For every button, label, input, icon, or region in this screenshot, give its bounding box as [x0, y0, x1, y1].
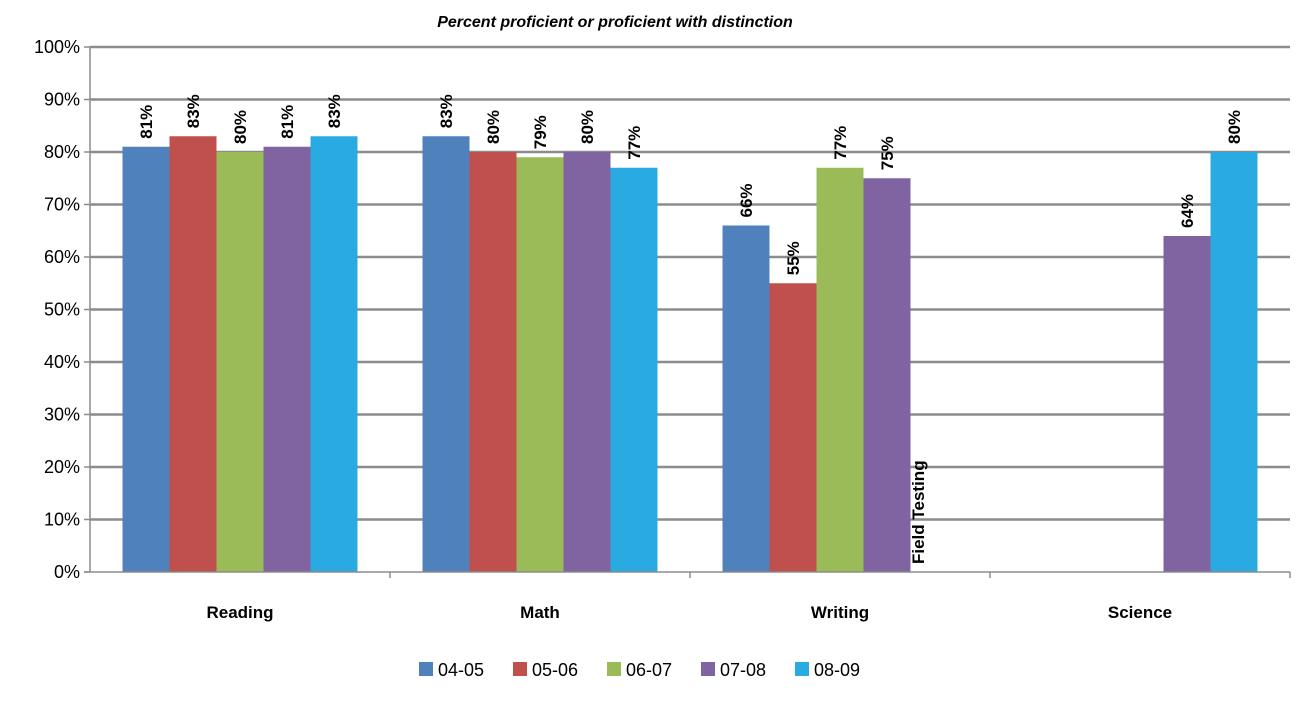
bar-writing-05-06	[769, 283, 817, 572]
annotation-field-testing: Field Testing	[909, 460, 928, 564]
y-tick-label-80: 80%	[44, 142, 80, 162]
y-tick-label-100: 100%	[34, 37, 80, 57]
category-label-writing: Writing	[811, 603, 869, 622]
bar-reading-08-09	[310, 136, 358, 572]
data-label-reading-06-07: 80%	[231, 110, 250, 144]
data-label-math-06-07: 79%	[531, 115, 550, 149]
data-label-reading-05-06: 83%	[184, 94, 203, 128]
bar-math-06-07	[516, 157, 564, 572]
bar-math-08-09	[610, 167, 658, 572]
data-label-reading-07-08: 81%	[278, 105, 297, 139]
data-label-writing-07-08: 75%	[878, 136, 897, 170]
bar-math-04-05	[422, 136, 470, 572]
y-tick-label-50: 50%	[44, 300, 80, 320]
legend: 04-05 05-06 06-07 07-08 08-09	[419, 660, 860, 680]
y-tick-label-60: 60%	[44, 247, 80, 267]
legend-label-06-07: 06-07	[626, 660, 672, 680]
category-label-reading: Reading	[206, 603, 273, 622]
bar-reading-07-08	[263, 146, 311, 572]
data-label-math-04-05: 83%	[437, 94, 456, 128]
bar-science-08-09	[1210, 152, 1258, 572]
y-tick-label-70: 70%	[44, 195, 80, 215]
data-label-math-07-08: 80%	[578, 110, 597, 144]
data-label-writing-04-05: 66%	[737, 183, 756, 217]
bar-science-07-08	[1163, 236, 1211, 572]
legend-swatch-05-06	[513, 662, 527, 676]
bar-reading-05-06	[169, 136, 217, 572]
data-label-reading-04-05: 81%	[137, 105, 156, 139]
data-label-math-08-09: 77%	[625, 126, 644, 160]
y-tick-label-40: 40%	[44, 352, 80, 372]
legend-label-08-09: 08-09	[814, 660, 860, 680]
data-label-reading-08-09: 83%	[325, 94, 344, 128]
legend-swatch-06-07	[607, 662, 621, 676]
bar-reading-06-07	[216, 152, 264, 572]
bar-reading-04-05	[122, 146, 170, 572]
data-labels: 81% 83% 66% 83% 80% 55% 80% 79% 77% 81% 80% 75% 64% 8…	[137, 94, 1244, 275]
category-labels: Reading Math Writing Science	[206, 603, 1172, 622]
legend-swatch-08-09	[795, 662, 809, 676]
bar-writing-06-07	[816, 167, 864, 572]
bar-writing-07-08	[863, 178, 911, 572]
y-tick-label-90: 90%	[44, 90, 80, 110]
y-axis-ticks: 0% 10% 20% 30% 40% 50% 60% 70% 80% 90% 100%	[34, 37, 80, 582]
annotations: Field Testing	[909, 460, 928, 564]
y-tick-label-20: 20%	[44, 457, 80, 477]
y-tick-label-30: 30%	[44, 405, 80, 425]
data-label-math-05-06: 80%	[484, 110, 503, 144]
legend-label-05-06: 05-06	[532, 660, 578, 680]
data-label-writing-05-06: 55%	[784, 241, 803, 275]
y-tick-label-0: 0%	[54, 562, 80, 582]
category-label-science: Science	[1108, 603, 1172, 622]
legend-swatch-04-05	[419, 662, 433, 676]
chart-title: Percent proficient or proficient with di…	[437, 14, 793, 31]
data-label-science-08-09: 80%	[1225, 110, 1244, 144]
bar-math-07-08	[563, 152, 611, 572]
axes	[84, 46, 1291, 578]
bar-writing-04-05	[722, 225, 770, 572]
data-label-writing-06-07: 77%	[831, 126, 850, 160]
category-label-math: Math	[520, 603, 560, 622]
bar-math-05-06	[469, 152, 517, 572]
y-tick-label-10: 10%	[44, 510, 80, 530]
legend-label-04-05: 04-05	[438, 660, 484, 680]
data-label-science-07-08: 64%	[1178, 194, 1197, 228]
legend-swatch-07-08	[701, 662, 715, 676]
legend-label-07-08: 07-08	[720, 660, 766, 680]
bars	[122, 136, 1258, 572]
